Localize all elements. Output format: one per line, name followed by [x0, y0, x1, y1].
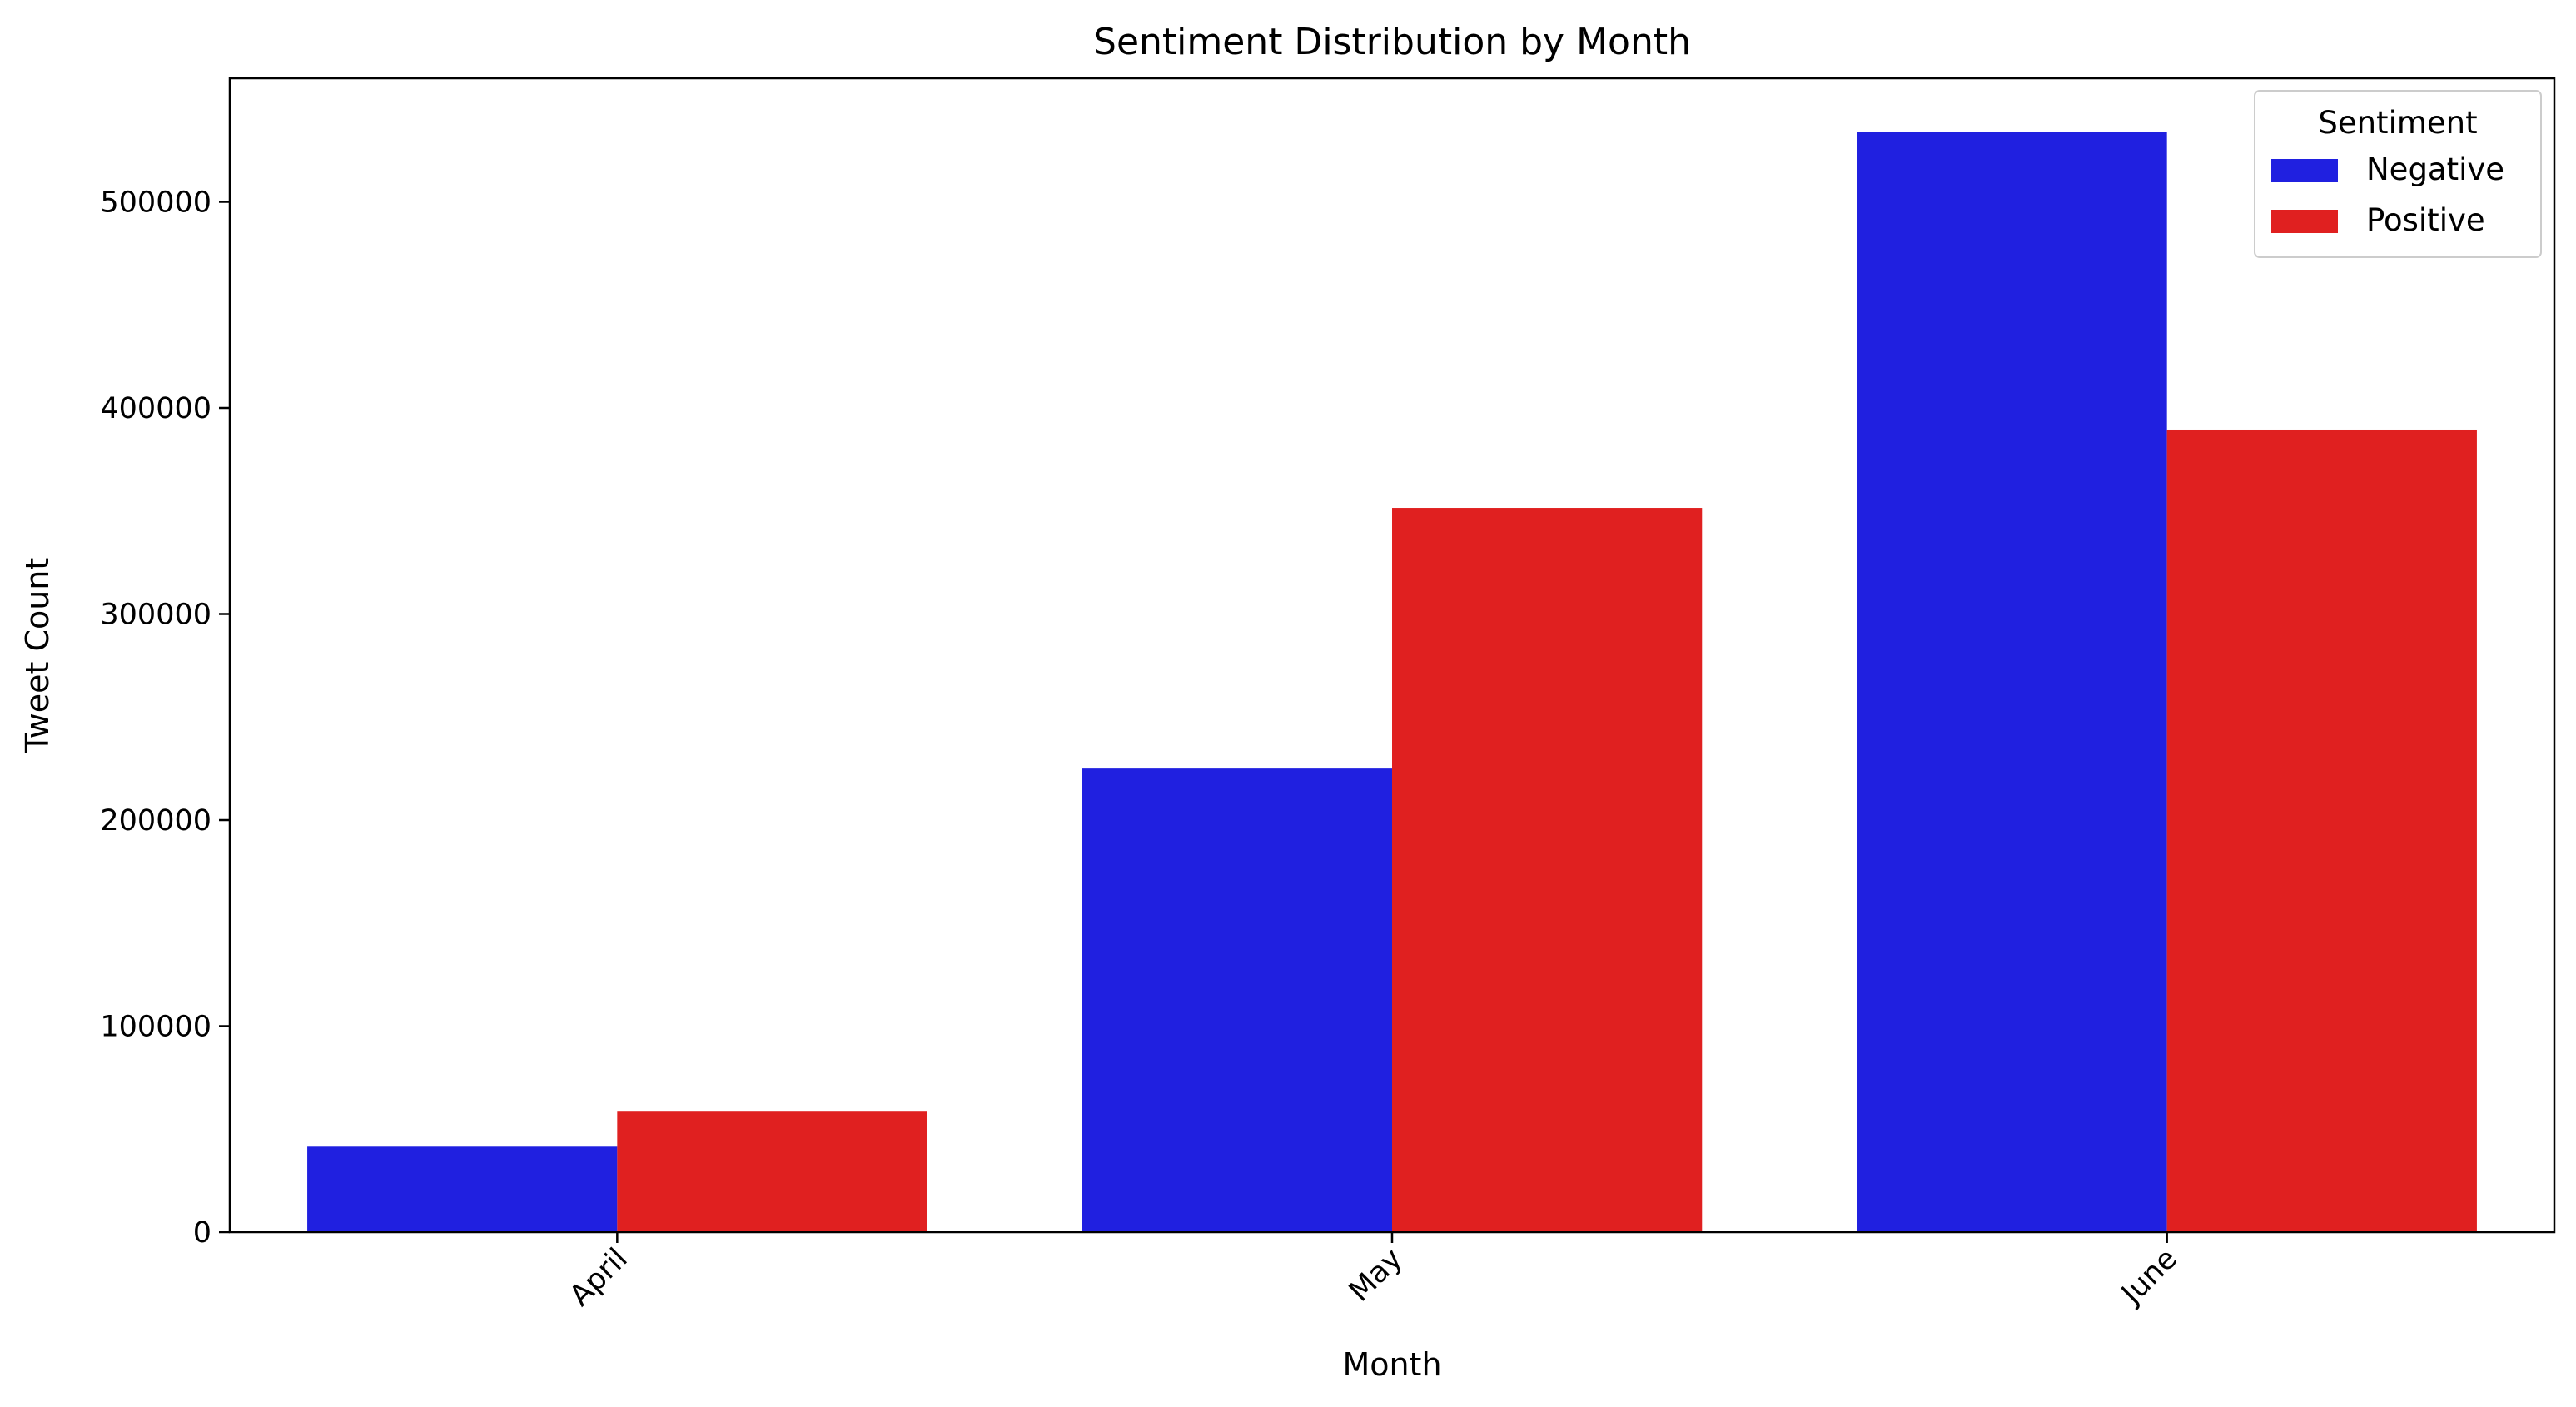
y-tick-label: 300000 [100, 599, 211, 632]
legend-label-positive: Positive [2366, 202, 2485, 238]
bar-april-positive [617, 1111, 927, 1232]
legend-swatch-positive [2271, 210, 2338, 233]
legend-label-negative: Negative [2366, 152, 2504, 187]
legend: Sentiment Negative Positive [2254, 90, 2542, 258]
x-tick-label-june: June [2114, 1242, 2184, 1312]
y-axis-label: Tweet Count [19, 558, 56, 754]
bars-layer [307, 132, 2477, 1233]
legend-title: Sentiment [2318, 105, 2477, 141]
plot-frame [228, 77, 2556, 1234]
legend-swatch-negative [2271, 159, 2338, 182]
bar-june-negative [1857, 132, 2167, 1233]
y-tick-label: 200000 [100, 804, 211, 838]
chart-title: Sentiment Distribution by Month [1093, 21, 1691, 63]
x-tick-label-may: May [1343, 1242, 1409, 1308]
bar-april-negative [307, 1146, 618, 1232]
y-tick-label: 400000 [100, 392, 211, 425]
x-tick-label-april: April [564, 1242, 634, 1313]
y-tick-label: 0 [193, 1216, 211, 1250]
bar-may-positive [1392, 508, 1703, 1232]
y-tick-label: 500000 [100, 186, 211, 220]
y-axis: 0 100000 200000 300000 400000 500000 [100, 186, 230, 1250]
bar-june-positive [2166, 429, 2477, 1232]
x-axis-label: Month [1342, 1346, 1441, 1383]
x-axis: April May June [564, 1232, 2184, 1313]
y-tick-label: 100000 [100, 1011, 211, 1044]
bar-may-negative [1082, 768, 1392, 1232]
legend-items: Negative Positive [2271, 152, 2504, 238]
